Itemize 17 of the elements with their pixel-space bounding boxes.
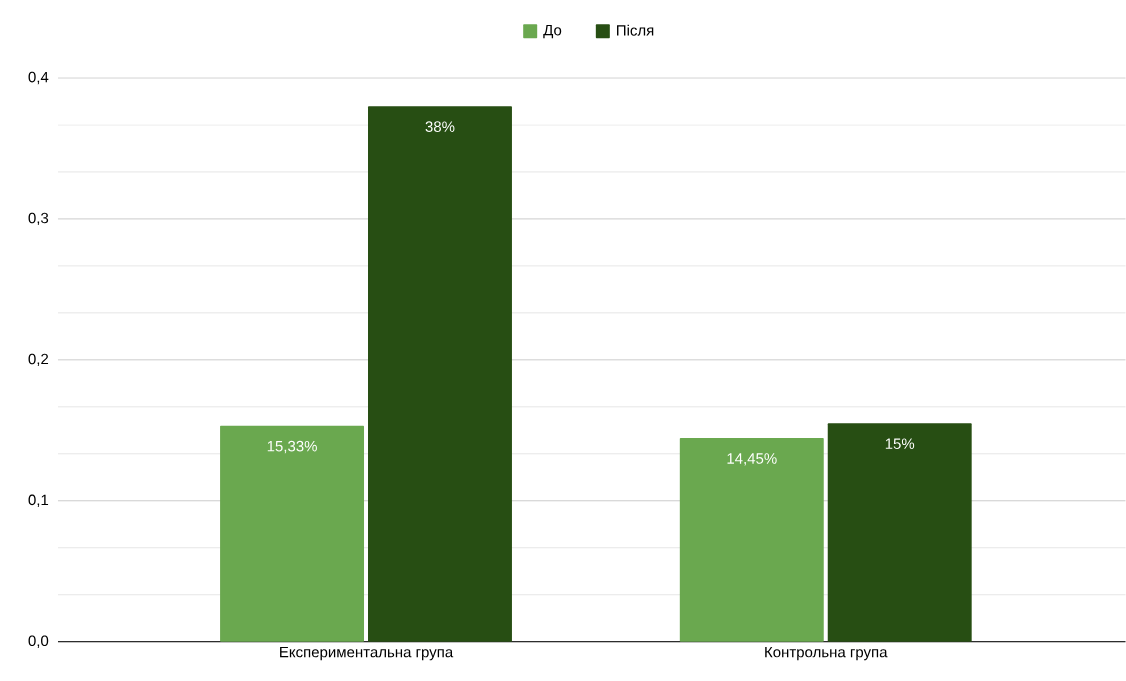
bar (220, 425, 365, 642)
bar (679, 438, 824, 642)
bar (368, 106, 512, 642)
y-tick-label: 0,4 (28, 71, 49, 85)
data-label: 38% (425, 121, 455, 133)
legend-label: До (543, 25, 562, 39)
y-tick-label: 0,0 (28, 635, 49, 649)
x-tick-label: Контрольна група (765, 647, 888, 661)
x-tick-label: Експериментальна група (280, 647, 454, 661)
y-tick-label: 0,2 (28, 353, 49, 367)
y-tick-label: 0,3 (28, 212, 49, 226)
data-label: 15% (885, 438, 915, 450)
legend-label: Після (617, 24, 654, 36)
bar (827, 423, 972, 642)
y-tick-label: 0,1 (28, 494, 49, 508)
data-label: 15,33% (267, 441, 317, 454)
data-label: 14,45% (727, 453, 777, 466)
